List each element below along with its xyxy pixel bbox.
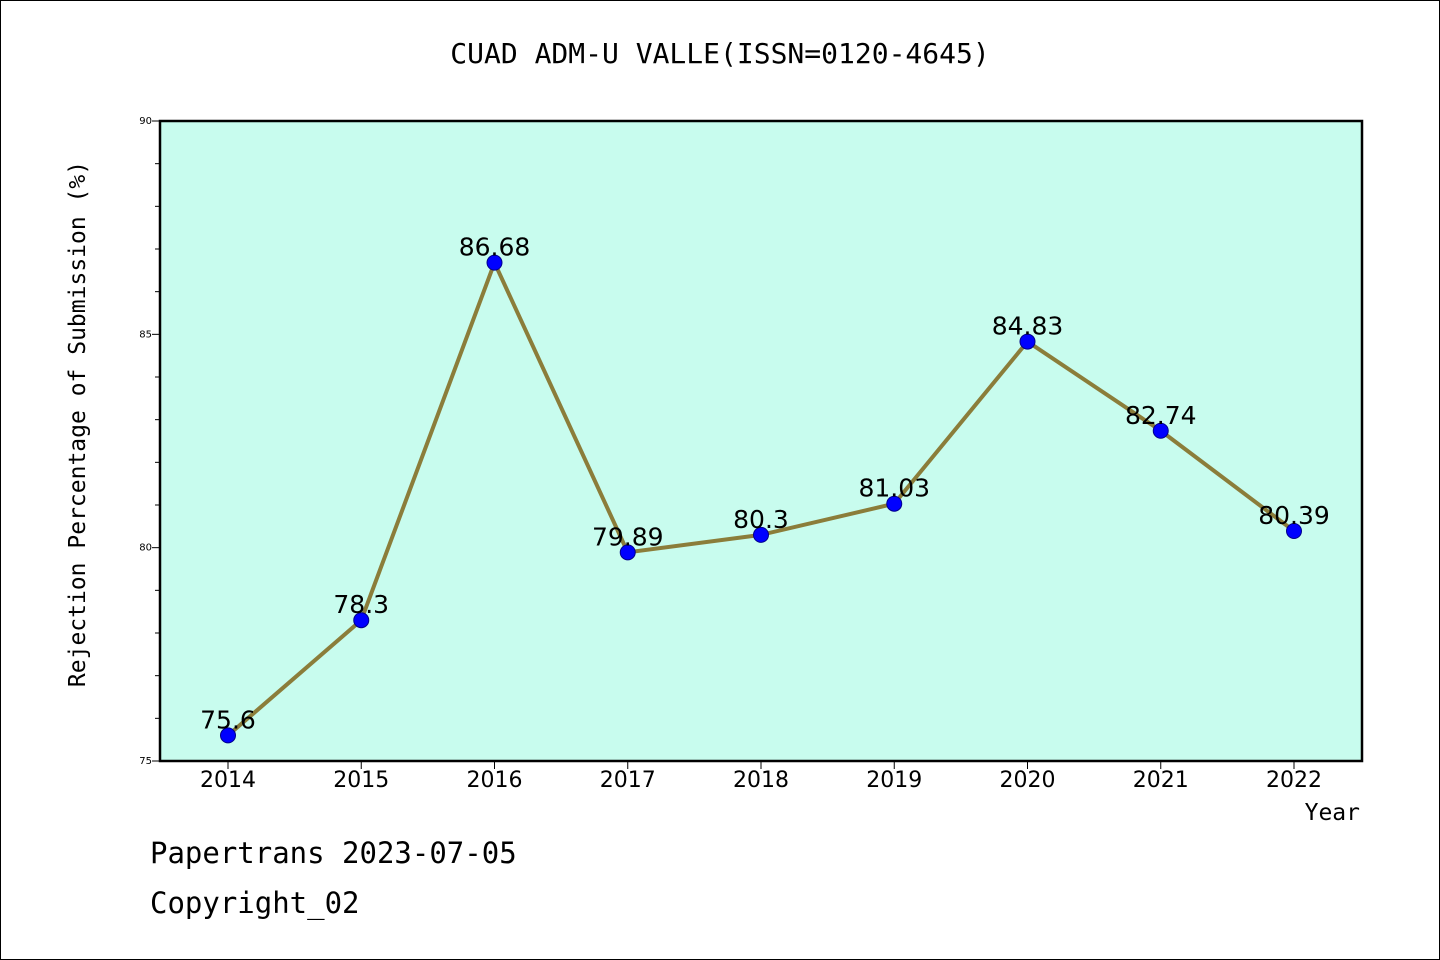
data-point [220, 727, 236, 744]
data-point [353, 612, 370, 629]
data-point [486, 254, 503, 271]
plot-area [160, 121, 1362, 761]
x-tick-label: 2020 [1000, 768, 1056, 793]
x-tick-label: 2015 [333, 768, 389, 793]
data-point [753, 526, 769, 543]
y-axis-title: Rejection Percentage of Submission (%) [65, 161, 91, 687]
plot-frame [158, 119, 1364, 763]
chart-title: CUAD ADM-U VALLE(ISSN=0120-4645) [450, 37, 990, 70]
x-tick-label: 2016 [467, 768, 523, 793]
data-label: 84.83 [992, 312, 1064, 341]
footer-date: Papertrans 2023-07-05 [150, 836, 517, 870]
x-tick-label: 2019 [866, 768, 922, 793]
data-point [886, 495, 903, 512]
x-tick-label: 2017 [600, 768, 656, 793]
data-label: 80.39 [1258, 501, 1330, 530]
x-axis-title: Year [1305, 800, 1360, 826]
data-point [619, 544, 636, 561]
data-point [1286, 523, 1302, 540]
data-label: 86.68 [459, 233, 531, 262]
x-tick-label: 2014 [200, 768, 256, 793]
data-label: 79.89 [592, 522, 664, 551]
data-label: 81.03 [858, 474, 930, 503]
data-point [1019, 333, 1036, 350]
footer-copyright: Copyright_02 [150, 886, 360, 920]
data-label: 82.74 [1125, 401, 1197, 430]
data-label: 78.3 [333, 590, 389, 619]
data-label: 80.3 [733, 505, 789, 534]
y-tick-label: 85 [139, 329, 152, 340]
x-tick-label: 2022 [1266, 768, 1322, 793]
data-label: 75.6 [200, 705, 256, 734]
x-tick-label: 2021 [1133, 768, 1189, 793]
y-tick-label: 80 [139, 543, 152, 554]
x-tick-label: 2018 [733, 768, 789, 793]
y-tick-label: 75 [139, 756, 152, 767]
y-tick-label: 90 [139, 116, 152, 127]
data-point [1152, 422, 1169, 439]
